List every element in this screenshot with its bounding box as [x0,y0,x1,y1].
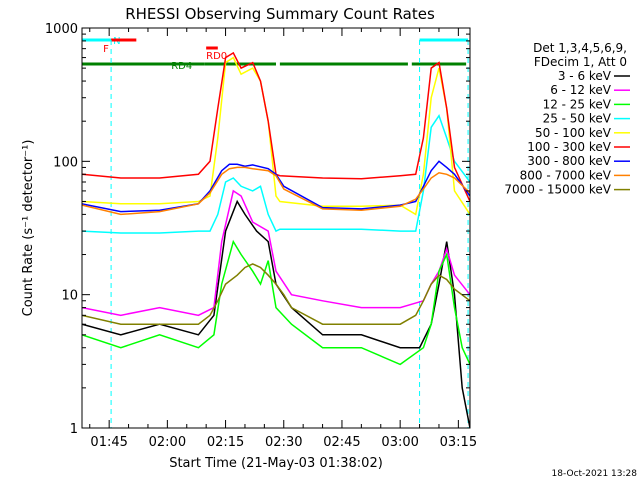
flag-label: RD0 [206,51,227,62]
series-line-7 [82,166,470,216]
legend-label: 25 - 50 keV [543,112,612,126]
axes-layer: 01:45 02:00 02:15 02:30 02:45 03:00 03:15 1 10 10… [45,22,477,450]
y-tick-label: 10 [61,289,78,304]
legend-label: 12 - 25 keV [543,97,612,111]
flag-label: RD4 [171,61,192,72]
legend-header-1: Det 1,3,4,5,6,9, [533,41,627,55]
flag-label: F [103,44,109,55]
legend-header-2: FDecim 1, Att 0 [534,55,627,69]
x-tick-label: 02:30 [265,435,302,450]
legend-label: 100 - 300 keV [527,140,611,154]
series-line-6 [82,160,470,213]
legend-label: 3 - 6 keV [558,69,612,83]
y-tick-label: 1 [70,422,78,437]
series-layer [82,51,470,428]
plot-frame [81,27,471,429]
x-tick-label: 02:00 [149,435,186,450]
series-line-4 [82,56,470,216]
y-tick-label: 100 [53,155,78,170]
legend: Det 1,3,4,5,6,9, FDecim 1, Att 0 3 - 6 k… [504,41,630,197]
x-tick-label: 02:45 [323,435,360,450]
x-tick-label: 02:15 [207,435,244,450]
series-line-2 [82,239,470,366]
legend-label: 800 - 7000 keV [520,168,612,182]
legend-label: 50 - 100 keV [535,126,612,140]
series-line-3 [82,114,470,234]
series-line-1 [82,189,470,317]
timestamp: 18-Oct-2021 13:28 [552,469,638,479]
legend-label: 300 - 800 keV [527,154,611,168]
legend-label: 6 - 12 keV [550,83,612,97]
y-axis-label: Count Rate (s⁻¹ detector⁻¹) [21,140,36,317]
chart-title: RHESSI Observing Summary Count Rates [125,5,435,23]
series-line-8 [82,263,470,325]
series-line-5 [82,51,470,202]
x-tick-label: 03:15 [440,435,477,450]
vertical-markers [110,40,469,428]
legend-label: 7000 - 15000 keV [504,183,611,197]
x-tick-label: 03:00 [381,435,418,450]
x-axis-label: Start Time (21-May-03 01:38:02) [169,456,383,471]
y-tick-label: 1000 [45,22,78,37]
x-tick-label: 01:45 [90,435,127,450]
